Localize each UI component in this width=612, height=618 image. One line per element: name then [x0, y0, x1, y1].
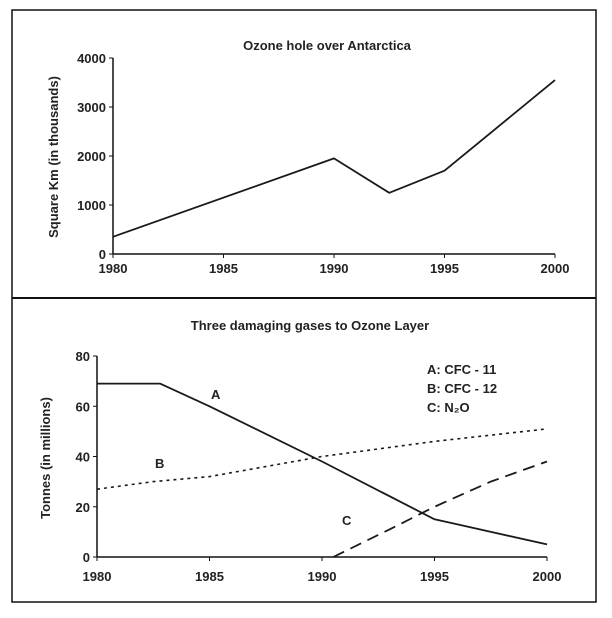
x-tick-label: 2000 [541, 261, 570, 276]
y-tick-label: 1000 [77, 198, 106, 213]
x-tick-label: 1995 [420, 569, 449, 584]
series-label-a: A [211, 387, 221, 402]
ozone-hole-chart: Ozone hole over Antarctica Square Km (in… [46, 38, 569, 276]
y-axis-label: Tonnes (in millions) [38, 397, 53, 519]
x-tick-label: 1980 [83, 569, 112, 584]
y-axis-label: Square Km (in thousands) [46, 76, 61, 238]
y-tick-label: 3000 [77, 100, 106, 115]
series-line-c [332, 460, 548, 558]
y-tick-label: 2000 [77, 149, 106, 164]
legend-entry-c: C: N₂O [427, 400, 470, 415]
series-line-a [97, 382, 548, 546]
x-tick-label: 1990 [320, 261, 349, 276]
chart-title: Three damaging gases to Ozone Layer [191, 318, 429, 333]
legend: A: CFC - 11 B: CFC - 12 C: N₂O [427, 362, 497, 415]
x-tick-label: 1995 [430, 261, 459, 276]
figure-border [11, 9, 597, 603]
series-line-0 [112, 79, 556, 238]
x-tick-label: 1985 [195, 569, 224, 584]
y-tick-label: 0 [99, 247, 106, 262]
y-tick-label: 80 [76, 349, 90, 364]
x-tick-label: 1985 [209, 261, 238, 276]
y-tick-label: 4000 [77, 51, 106, 66]
x-tick-label: 2000 [533, 569, 562, 584]
damaging-gases-chart: Three damaging gases to Ozone Layer Tonn… [38, 318, 561, 584]
x-tick-label: 1980 [99, 261, 128, 276]
chart-title: Ozone hole over Antarctica [243, 38, 412, 53]
x-tick-label: 1990 [308, 569, 337, 584]
y-tick-label: 60 [76, 399, 90, 414]
series-line-b [96, 428, 548, 490]
legend-entry-b: B: CFC - 12 [427, 381, 497, 396]
y-tick-label: 20 [76, 500, 90, 515]
y-tick-label: 0 [83, 550, 90, 565]
legend-entry-a: A: CFC - 11 [427, 362, 496, 377]
series-label-c: C [342, 513, 352, 528]
series-label-b: B [155, 456, 164, 471]
y-tick-label: 40 [76, 450, 90, 465]
